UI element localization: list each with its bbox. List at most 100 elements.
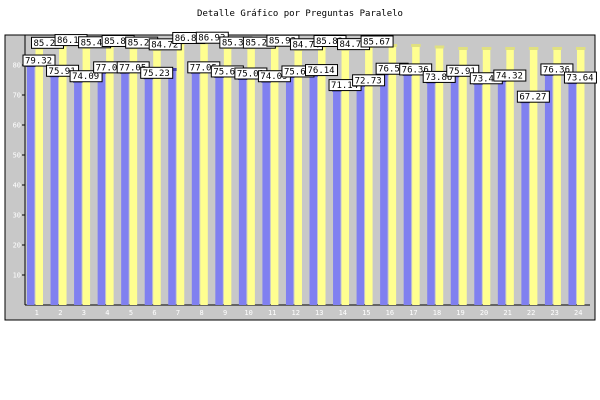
y-tick-label: 10 [13,272,21,280]
data-label: 86.84 [175,34,202,44]
bar-series-1 [74,82,82,305]
bar-cap [434,45,445,49]
data-label: 85.83 [316,37,343,47]
bar-series-1 [474,84,482,306]
x-tick-label: 19 [456,309,464,317]
bar-cap [552,47,562,50]
bar-series-1 [27,67,35,305]
data-label-box [446,64,480,77]
x-tick-label: 11 [268,309,276,317]
data-label-box [399,63,433,76]
y-tick-label: 50 [13,152,21,160]
bar-series-2 [553,50,561,305]
bar-series-1 [238,80,247,305]
data-label: 75.00 [237,70,264,80]
x-tick-label: 12 [292,309,300,317]
bar-series-1 [427,83,435,305]
x-tick-label: 17 [409,309,417,317]
x-tick-label: 2 [58,309,62,317]
x-tick-label: 4 [105,309,109,317]
data-label-box [305,64,338,77]
data-label: 84.79 [340,40,367,50]
bar-series-2 [200,44,208,306]
data-label-box [516,90,550,103]
data-label: 73.64 [566,74,593,84]
bar-series-2 [459,50,467,305]
data-label-box [69,70,103,83]
x-tick-label: 6 [152,309,156,317]
chart-title: Detalle Gráfico por Preguntas Paralelo [197,9,403,19]
data-label: 85.84 [104,37,131,47]
data-label-box [22,54,56,67]
x-tick-label: 1 [35,309,39,317]
data-label: 75.91 [49,67,76,77]
x-tick-label: 5 [129,309,133,317]
data-label: 85.40 [81,38,108,48]
y-tick-label: 40 [13,182,21,190]
data-label-box [352,74,386,87]
data-label: 86.93 [198,34,225,44]
bar-cap [528,47,539,50]
data-label-box [493,69,527,82]
bar-series-1 [215,77,223,306]
data-label-box [540,63,574,76]
data-label: 75.23 [143,69,170,79]
bar-series-2 [223,49,232,306]
y-tick-label: 60 [13,122,21,130]
bar-series-2 [506,50,514,305]
bar-series-1 [168,71,176,305]
y-tick-label: 70 [13,92,21,100]
bar-series-1 [285,77,294,306]
data-label: 76.36 [543,65,570,75]
data-label: 72.73 [355,76,382,86]
bar-series-1 [333,91,341,305]
data-label: 73.86 [425,73,452,83]
data-label-box [360,35,394,48]
data-label: 85.29 [128,39,155,49]
data-label: 75.91 [449,67,476,77]
bar-series-1 [497,82,506,305]
bar-series-1 [380,75,388,305]
bar-series-2 [153,50,161,306]
x-tick-label: 23 [550,309,558,317]
bar-series-2 [435,48,444,305]
bar-series-2 [294,50,302,305]
x-tick-label: 10 [244,309,252,317]
data-label-box [148,38,182,51]
data-label: 74.09 [72,72,99,82]
bar-cap [411,44,421,47]
bar-series-2 [318,47,326,305]
y-tick-label: 30 [13,212,21,220]
bar-series-1 [521,103,529,305]
bar-series-2 [529,50,538,305]
x-tick-label: 16 [386,309,394,317]
data-label: 75.68 [213,67,240,77]
data-label-box [140,66,174,79]
bar-series-1 [356,86,365,305]
bar-series-2 [176,44,185,305]
data-label: 74.09 [260,72,287,82]
data-label: 84.72 [151,40,178,50]
x-tick-label: 9 [223,309,227,317]
bar-series-2 [59,46,67,306]
data-label: 76.14 [308,66,335,76]
data-label: 73.41 [472,74,499,84]
bar-series-1 [450,77,459,306]
bar-series-2 [129,49,138,305]
data-label: 76.59 [378,65,405,75]
bar-series-2 [388,47,397,305]
data-label: 85.67 [363,37,390,47]
data-label: 77.05 [190,63,217,73]
data-label: 85.28 [245,39,272,49]
x-tick-label: 15 [362,309,370,317]
data-label: 86.14 [57,36,84,46]
bar-series-1 [191,73,200,305]
bar-series-1 [144,79,153,305]
x-tick-label: 7 [176,309,180,317]
bar-cap [481,47,492,50]
data-label: 77.05 [96,63,123,73]
x-tick-label: 18 [433,309,441,317]
bar-series-1 [50,77,59,306]
data-label: 76.36 [402,65,429,75]
bar-cap [505,47,515,50]
